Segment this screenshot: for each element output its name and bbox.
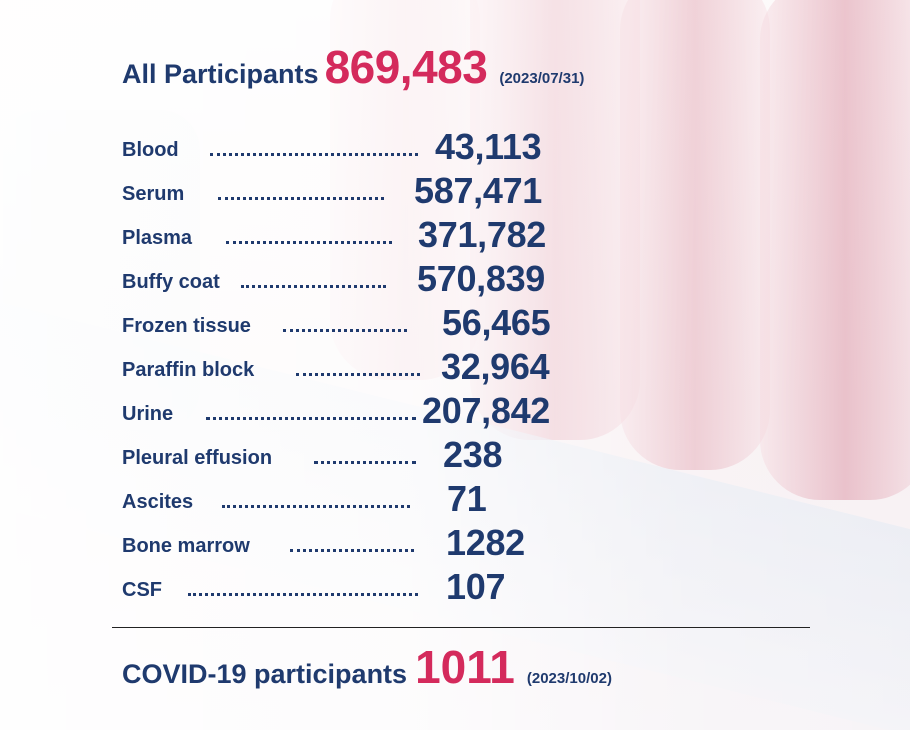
specimen-row-bone-marrow: Bone marrow 1282 <box>0 522 910 564</box>
specimen-value: 56,465 <box>442 302 551 343</box>
specimen-row-urine: Urine 207,842 <box>0 390 910 432</box>
specimen-label: Bone marrow <box>122 535 250 557</box>
covid-participants-header: COVID-19 participants 1011 (2023/10/02) <box>122 640 612 694</box>
specimen-value: 371,782 <box>418 214 547 255</box>
specimen-value: 43,113 <box>435 126 542 167</box>
dot-leader <box>188 593 418 596</box>
specimen-row-serum: Serum 587,471 <box>0 170 910 212</box>
dot-leader <box>283 329 407 332</box>
dot-leader <box>206 417 416 420</box>
specimen-label: Urine <box>122 403 174 425</box>
specimen-label: Frozen tissue <box>122 315 251 337</box>
specimen-value: 32,964 <box>441 346 550 387</box>
specimen-label: Buffy coat <box>122 271 220 293</box>
specimen-label: Plasma <box>122 227 193 249</box>
dot-leader <box>222 505 410 508</box>
all-participants-count: 869,483 <box>324 41 488 93</box>
specimen-label: Paraffin block <box>122 359 255 381</box>
specimen-label: Pleural effusion <box>122 447 273 469</box>
specimen-row-buffy-coat: Buffy coat 570,839 <box>0 258 910 300</box>
all-participants-label: All Participants <box>122 59 319 89</box>
specimen-value: 570,839 <box>417 258 546 299</box>
specimen-value: 107 <box>446 566 506 607</box>
dot-leader <box>226 241 392 244</box>
covid-participants-date: (2023/10/02) <box>526 670 612 687</box>
covid-participants-count: 1011 <box>415 641 515 693</box>
specimen-value: 207,842 <box>422 390 551 431</box>
specimen-value: 238 <box>443 434 503 475</box>
specimen-row-blood: Blood 43,113 <box>0 126 910 168</box>
dot-leader <box>218 197 384 200</box>
specimen-value: 587,471 <box>414 170 543 211</box>
specimen-row-paraffin-block: Paraffin block 32,964 <box>0 346 910 388</box>
dot-leader <box>210 153 418 156</box>
specimen-value: 1282 <box>446 522 525 563</box>
dot-leader <box>296 373 420 376</box>
specimen-value: 71 <box>447 478 487 519</box>
all-participants-header: All Participants 869,483 (2023/07/31) <box>122 40 584 94</box>
specimen-label: Blood <box>122 139 179 161</box>
specimen-label: Serum <box>122 183 185 205</box>
dot-leader <box>314 461 416 464</box>
section-divider <box>112 627 810 628</box>
specimen-row-ascites: Ascites 71 <box>0 478 910 520</box>
all-participants-date: (2023/07/31) <box>499 70 585 87</box>
specimen-row-frozen-tissue: Frozen tissue 56,465 <box>0 302 910 344</box>
dot-leader <box>241 285 386 288</box>
specimen-row-pleural-effusion: Pleural effusion 238 <box>0 434 910 476</box>
covid-participants-label: COVID-19 participants <box>122 659 408 689</box>
specimen-label: Ascites <box>122 491 194 513</box>
specimen-row-csf: CSF 107 <box>0 566 910 608</box>
dot-leader <box>290 549 414 552</box>
specimen-row-plasma: Plasma 371,782 <box>0 214 910 256</box>
specimen-label: CSF <box>122 579 162 601</box>
